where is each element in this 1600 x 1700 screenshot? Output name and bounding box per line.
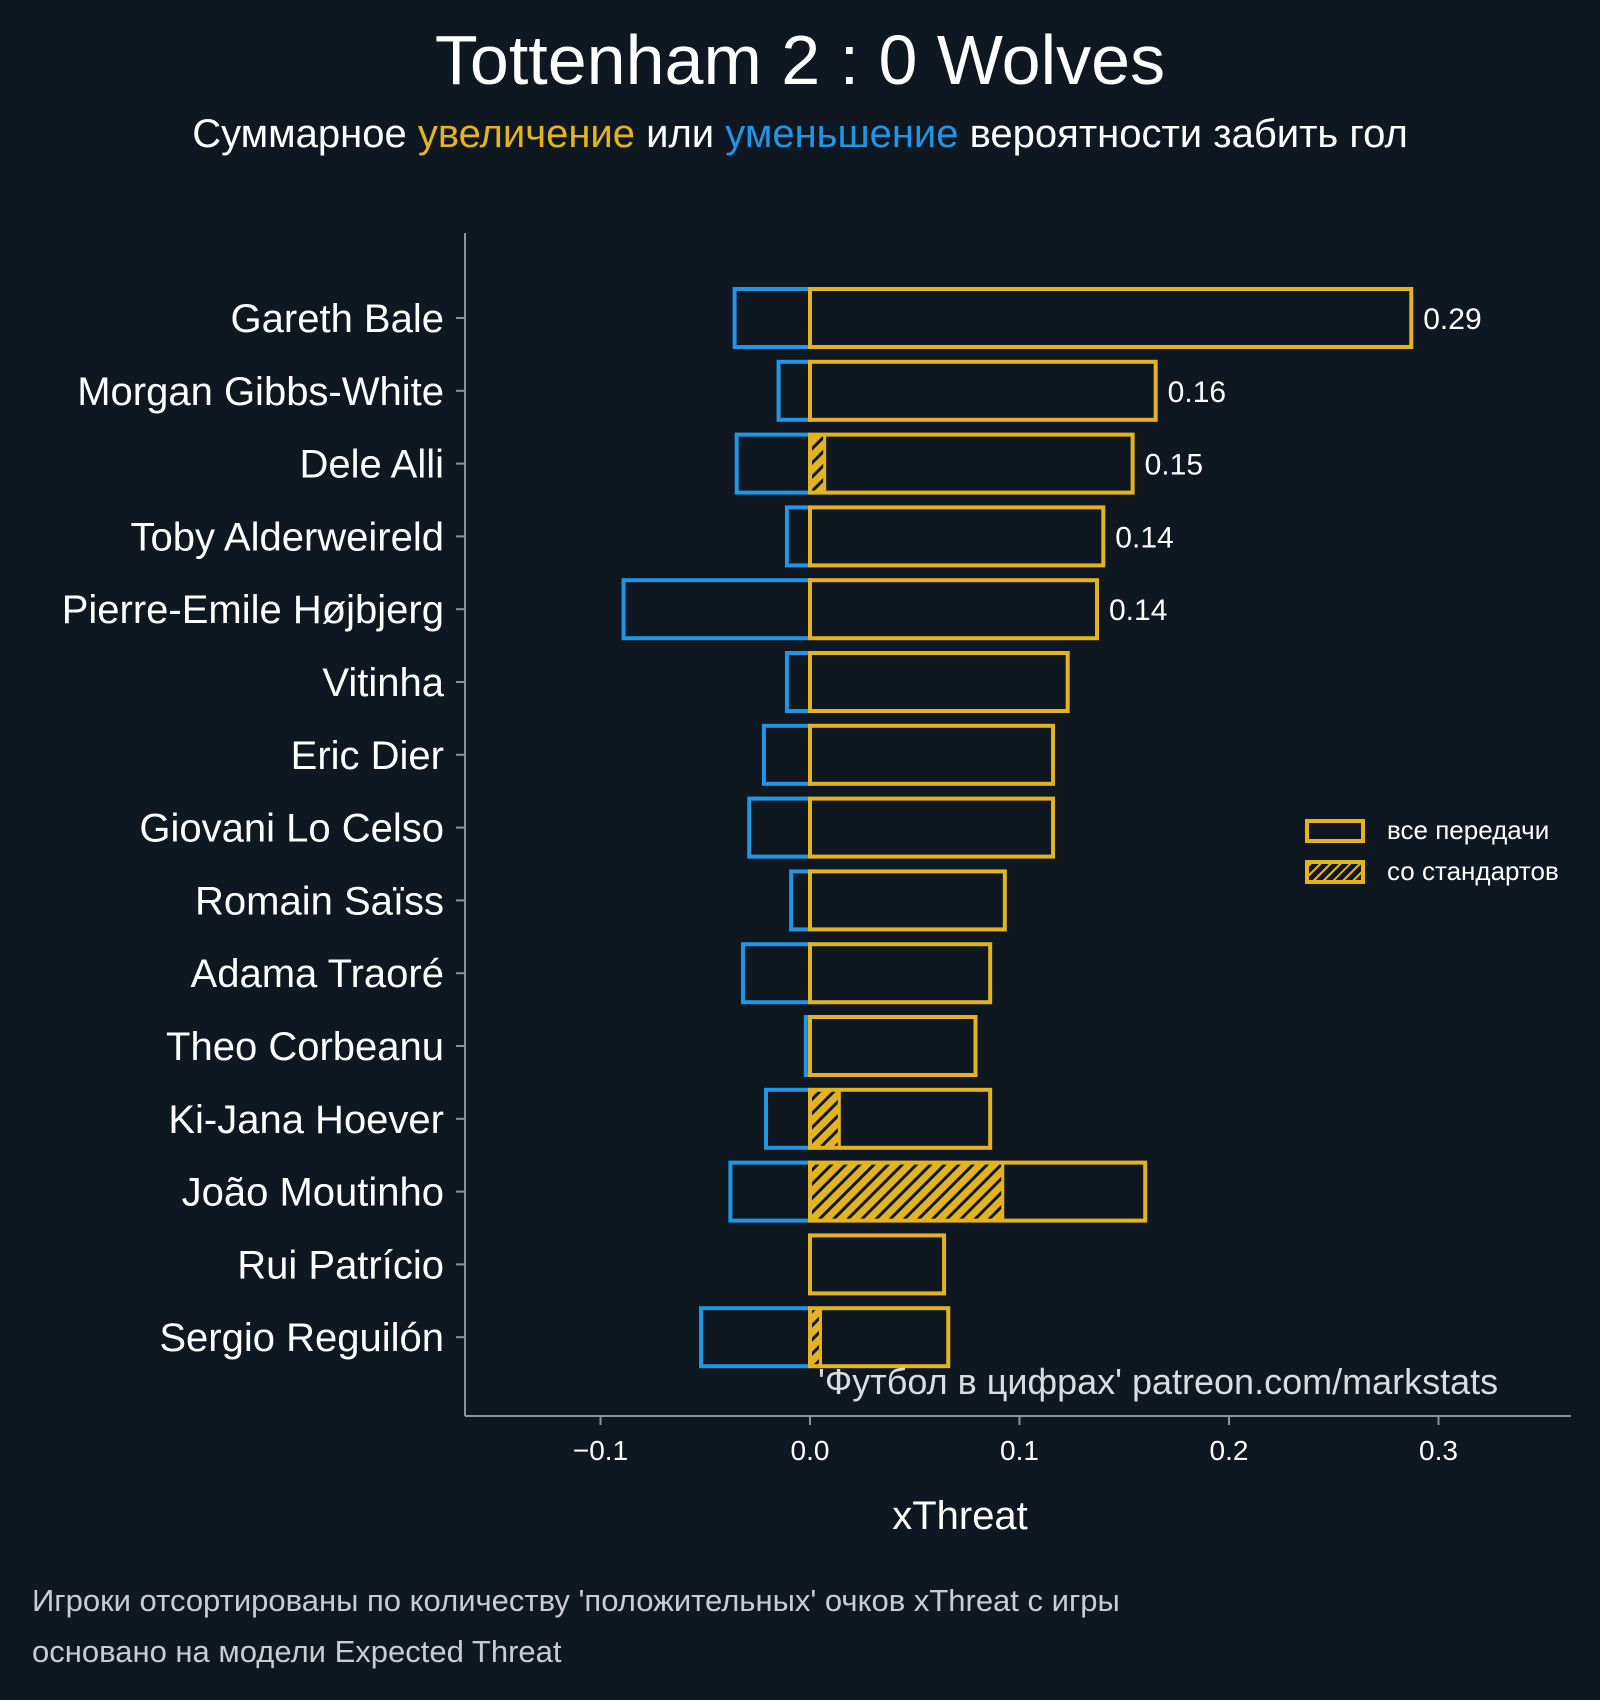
player-name-label: Morgan Gibbs-White (77, 370, 444, 414)
subtitle-highlight-decrease: уменьшение (725, 112, 959, 156)
legend-swatch-outline (1305, 818, 1365, 843)
chart-subtitle: Суммарное увеличение или уменьшение веро… (0, 112, 1600, 157)
all-passes-bar (808, 578, 1100, 641)
all-passes-bar (808, 651, 1070, 713)
player-name-label: Gareth Bale (231, 297, 444, 341)
all-passes-bar (808, 942, 993, 1005)
all-passes-bar (808, 432, 1135, 495)
all-passes-bar (808, 1015, 978, 1077)
all-passes-bar (808, 1160, 1148, 1223)
x-tick-label: −0.1 (573, 1435, 628, 1466)
footnote-model: основано на модели Expected Threat (32, 1634, 562, 1669)
watermark: 'Футбол в цифрах' patreon.com/markstats (818, 1361, 1498, 1402)
subtitle-part-2: или (635, 112, 726, 156)
negative-bar (784, 505, 813, 568)
all-passes-bar (808, 796, 1056, 859)
player-name-label: Rui Patrício (237, 1243, 444, 1287)
negative-bar (747, 796, 812, 859)
player-name-label: João Moutinho (182, 1171, 444, 1215)
all-passes-bar (808, 359, 1158, 422)
all-passes-bar (808, 505, 1106, 568)
player-name-label: Giovani Lo Celso (139, 807, 444, 851)
player-name-label: Vitinha (322, 661, 444, 705)
footnote-sorting: Игроки отсортированы по количеству 'поло… (32, 1583, 1120, 1618)
x-tick-label: 0.0 (791, 1435, 830, 1466)
set-piece-bar (808, 1161, 1005, 1223)
set-piece-bar (808, 1088, 841, 1150)
negative-bar (732, 287, 813, 349)
all-passes-bar (808, 1306, 951, 1369)
player-name-label: Dele Alli (299, 443, 444, 487)
player-name-label: Eric Dier (291, 734, 444, 778)
x-axis-label: xThreat (892, 1494, 1028, 1538)
value-label: 0.14 (1115, 521, 1173, 554)
all-passes-bar (808, 1087, 993, 1150)
player-name-label: Romain Saïss (195, 879, 444, 923)
negative-bar (784, 651, 813, 713)
negative-bar (728, 1160, 813, 1223)
value-label: 0.29 (1423, 303, 1481, 336)
negative-bar (789, 869, 813, 932)
all-passes-bar (808, 723, 1056, 786)
legend-item-all-passes: все передачи (1305, 810, 1559, 851)
value-label: 0.15 (1145, 449, 1203, 482)
x-tick-label: 0.1 (1000, 1435, 1039, 1466)
negative-bar (764, 1087, 813, 1150)
legend-swatch-hatched (1305, 859, 1365, 884)
negative-bar (621, 578, 812, 641)
player-name-label: Toby Alderweireld (131, 515, 445, 559)
player-name-label: Pierre-Emile Højbjerg (62, 588, 444, 632)
negative-bar (740, 942, 813, 1005)
negative-bar (734, 432, 812, 495)
x-tick-label: 0.3 (1419, 1435, 1458, 1466)
legend-label-set-pieces: со стандартов (1387, 856, 1559, 886)
all-passes-bar (808, 869, 1007, 932)
x-tick-label: 0.2 (1210, 1435, 1249, 1466)
negative-bar (699, 1306, 812, 1369)
chart-title: Tottenham 2 : 0 Wolves (434, 21, 1166, 99)
value-label: 0.14 (1109, 594, 1167, 627)
player-name-label: Sergio Reguilón (159, 1316, 444, 1360)
player-name-label: Adama Traoré (191, 952, 444, 996)
subtitle-part-3: вероятности забить гол (958, 112, 1408, 156)
all-passes-bar (808, 1233, 947, 1296)
subtitle-highlight-increase: увеличение (417, 112, 635, 156)
all-passes-bar (808, 287, 1414, 349)
value-label: 0.16 (1168, 376, 1226, 409)
player-name-label: Theo Corbeanu (166, 1025, 444, 1069)
legend-item-set-pieces: со стандартов (1305, 851, 1559, 892)
player-name-label: Ki-Jana Hoever (168, 1098, 444, 1142)
legend: все передачи со стандартов (1305, 810, 1559, 892)
set-piece-bar (808, 433, 827, 495)
subtitle-part-1: Суммарное (192, 112, 418, 156)
negative-bar (776, 359, 813, 422)
negative-bar (761, 723, 812, 786)
legend-label-all-passes: все передачи (1387, 815, 1550, 845)
